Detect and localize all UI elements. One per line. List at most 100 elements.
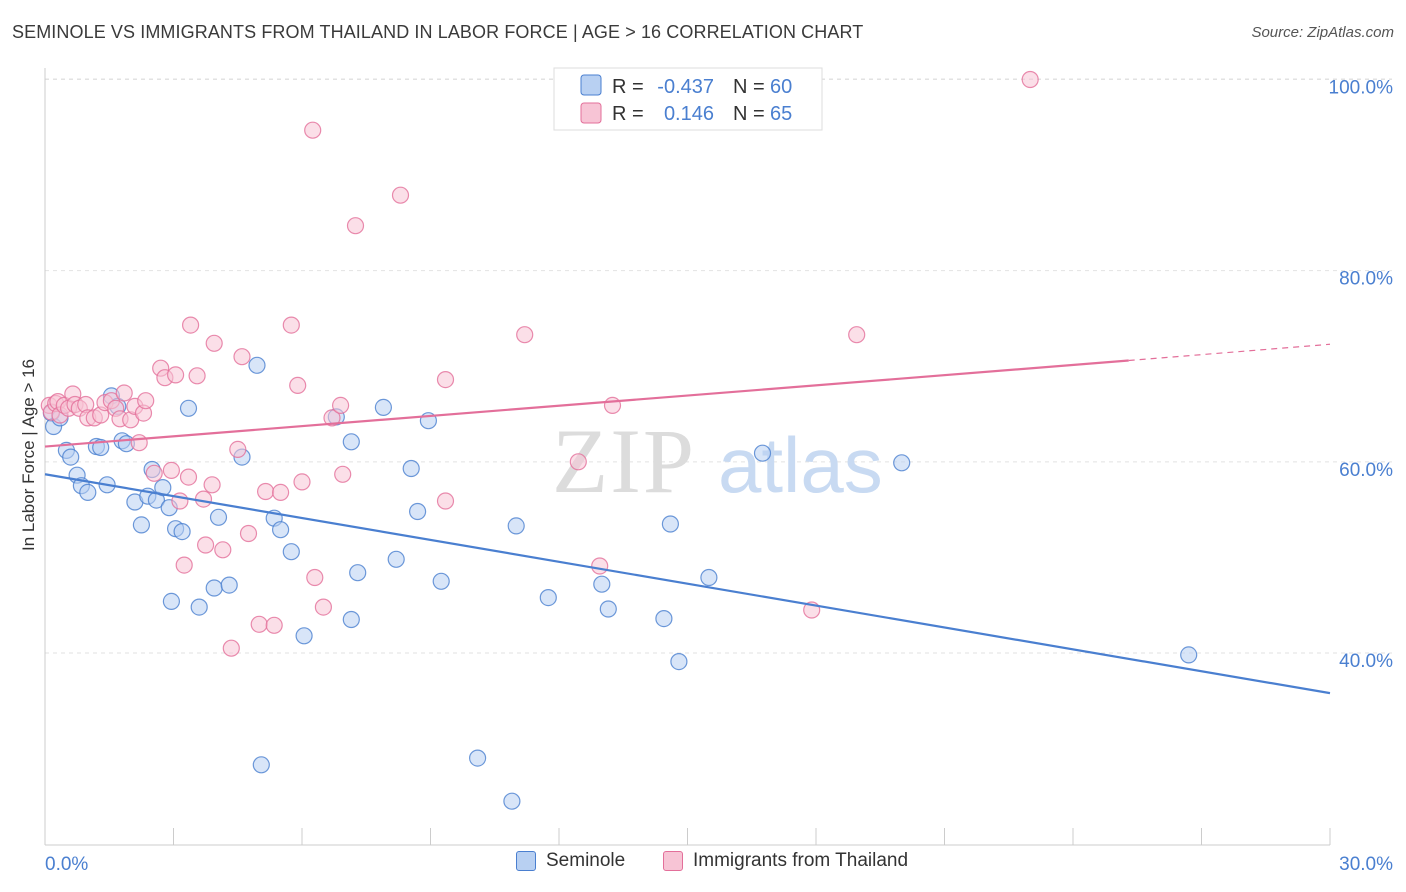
axes	[44, 68, 1331, 846]
watermark: ZIP atlas	[552, 410, 883, 512]
bottom-legend: Seminole Immigrants from Thailand	[0, 850, 1406, 880]
thailand-point	[182, 316, 200, 334]
thailand-point	[222, 639, 240, 657]
chart-title: SEMINOLE VS IMMIGRANTS FROM THAILAND IN …	[12, 22, 864, 42]
x-tick-labels: 0.0% 30.0%	[45, 854, 1393, 875]
thailand-point	[194, 490, 213, 508]
thailand-point	[346, 217, 365, 235]
y-tick-label: 80.0%	[1339, 269, 1393, 290]
thailand-point	[145, 464, 163, 482]
thailand-point	[203, 476, 221, 494]
thailand-point	[569, 453, 587, 471]
seminole-point	[670, 652, 688, 671]
thailand-point	[175, 556, 193, 574]
thailand-point	[137, 392, 155, 410]
thailand-point	[591, 557, 609, 575]
seminole-point	[387, 550, 405, 568]
grid-lines	[45, 78, 1392, 654]
seminole-point	[893, 454, 911, 472]
seminole-point	[599, 600, 617, 618]
seminole-point	[179, 399, 198, 417]
x-tick-label: 30.0%	[1339, 854, 1393, 875]
seminole-point	[432, 572, 450, 590]
seminole-point	[173, 522, 191, 541]
x-tick-label: 0.0%	[45, 854, 88, 875]
data-points	[40, 70, 1198, 810]
thailand-point	[314, 598, 332, 616]
seminole-point	[1180, 646, 1198, 664]
legend-r-label-1: R =	[612, 76, 644, 98]
trend-lines	[44, 343, 1331, 695]
thailand-point	[239, 524, 258, 543]
thailand-trend-extension	[1128, 343, 1331, 362]
seminole-point	[539, 588, 557, 607]
legend-r-value-1: -0.437	[657, 76, 714, 98]
bottom-legend-label-seminole: Seminole	[546, 850, 626, 871]
thailand-point	[197, 536, 215, 554]
seminole-point	[374, 398, 392, 416]
thailand-point	[265, 616, 283, 634]
seminole-point	[209, 508, 228, 526]
thailand-point	[115, 384, 133, 402]
thailand-point	[229, 440, 247, 458]
legend-n-label-2: N =	[733, 103, 765, 125]
thailand-point	[214, 541, 232, 559]
top-legend: R = -0.437 N = 60 R = 0.146 N = 65	[553, 67, 823, 131]
seminole-point	[593, 575, 611, 593]
thailand-point	[272, 483, 290, 501]
seminole-point	[700, 568, 718, 587]
thailand-point	[516, 326, 534, 344]
thailand-point	[293, 473, 311, 491]
thailand-point	[436, 492, 455, 510]
bottom-legend-swatch-seminole	[516, 851, 536, 871]
y-tick-label: 40.0%	[1339, 651, 1393, 672]
thailand-point	[167, 366, 185, 384]
y-tick-label: 100.0%	[1329, 78, 1394, 99]
seminole-point	[162, 592, 180, 611]
thailand-point	[162, 461, 180, 479]
seminole-point	[342, 610, 360, 629]
legend-n-value-1: 60	[770, 76, 792, 98]
seminole-point	[62, 448, 80, 466]
thailand-point	[179, 468, 198, 486]
seminole-point	[661, 515, 680, 533]
seminole-point	[272, 521, 290, 539]
thailand-point	[250, 615, 268, 633]
seminole-point	[349, 564, 367, 582]
thailand-point	[334, 465, 352, 483]
bottom-legend-swatch-thailand	[663, 851, 683, 871]
thailand-point	[332, 396, 350, 414]
watermark-atlas: atlas	[718, 421, 883, 509]
seminole-point	[79, 483, 97, 501]
thailand-point	[436, 371, 455, 389]
seminole-point	[295, 627, 313, 645]
seminole-point	[248, 356, 266, 374]
legend-n-label-1: N =	[733, 76, 765, 98]
y-axis-label: In Labor Force | Age > 16	[19, 359, 38, 551]
bottom-legend-seminole: Seminole	[516, 850, 625, 872]
seminole-point	[503, 792, 521, 810]
seminole-point	[655, 609, 673, 628]
seminole-point	[282, 543, 300, 561]
y-tick-label: 60.0%	[1339, 460, 1393, 481]
thailand-point	[1021, 70, 1039, 89]
source-label: Source: ZipAtlas.com	[1251, 24, 1394, 41]
seminole-point	[409, 502, 427, 521]
thailand-point	[257, 482, 275, 501]
bottom-legend-thailand: Immigrants from Thailand	[663, 850, 908, 872]
thailand-point	[304, 121, 322, 139]
seminole-point	[190, 598, 208, 616]
thailand-point	[603, 396, 622, 414]
seminole-point	[402, 459, 420, 478]
seminole-point	[469, 749, 487, 767]
seminole-point	[753, 444, 772, 462]
thailand-point	[391, 186, 410, 204]
thailand-point	[130, 434, 148, 452]
thailand-point	[848, 326, 866, 344]
seminole-point	[205, 579, 223, 597]
legend-r-label-2: R =	[612, 103, 644, 125]
y-tick-labels: 40.0% 60.0% 80.0% 100.0%	[1329, 78, 1394, 673]
legend-r-value-2: 0.146	[664, 103, 714, 125]
thailand-point	[188, 367, 206, 385]
